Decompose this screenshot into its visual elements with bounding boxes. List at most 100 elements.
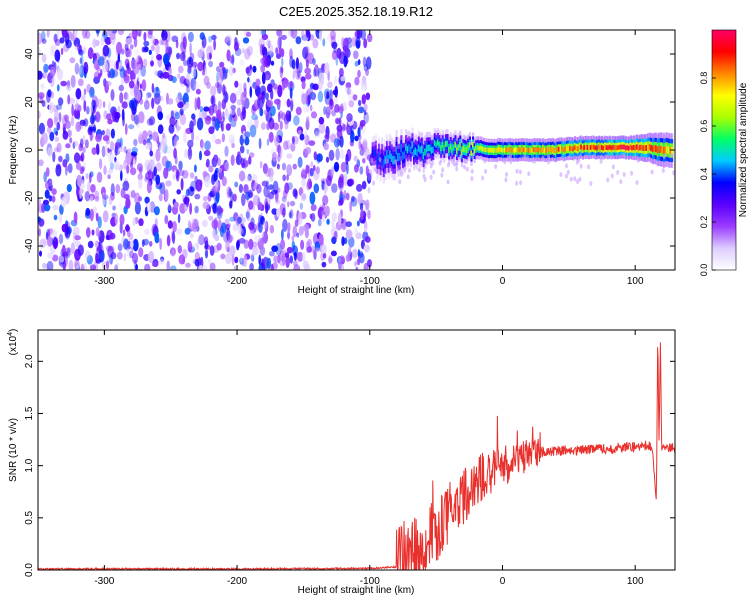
band-scatter-cell xyxy=(375,168,379,174)
band-cell xyxy=(438,141,441,148)
noise-cell xyxy=(83,118,89,127)
noise-cell xyxy=(73,152,81,164)
noise-cell xyxy=(47,235,53,247)
band-cell xyxy=(661,146,664,154)
band-scatter-cell xyxy=(579,163,583,169)
noise-cell xyxy=(323,142,329,151)
noise-cell xyxy=(318,116,325,125)
noise-cell xyxy=(321,261,327,268)
noise-cell xyxy=(114,156,117,163)
noise-cell xyxy=(152,131,159,142)
noise-cell xyxy=(305,30,310,38)
noise-cell xyxy=(194,258,200,267)
noise-cell xyxy=(354,261,357,267)
band-cell xyxy=(479,145,483,151)
noise-cell xyxy=(285,110,291,122)
noise-cell xyxy=(300,239,305,250)
colorbar-gradient xyxy=(712,30,736,270)
noise-cell xyxy=(179,52,186,62)
band-cell xyxy=(594,145,597,151)
noise-cell xyxy=(68,97,76,105)
noise-cell xyxy=(223,110,230,119)
noise-cell xyxy=(159,182,166,195)
noise-cell xyxy=(266,138,270,146)
noise-cell xyxy=(338,193,345,200)
noise-cell xyxy=(235,154,242,166)
noise-cell xyxy=(47,118,54,129)
noise-cell xyxy=(62,114,68,127)
noise-cell xyxy=(185,101,190,108)
noise-cell xyxy=(73,30,78,38)
noise-cell xyxy=(234,41,239,52)
noise-cell xyxy=(208,60,214,68)
noise-cell xyxy=(292,188,298,198)
noise-cell xyxy=(266,122,270,131)
noise-cell xyxy=(165,39,169,52)
noise-cell xyxy=(243,184,249,194)
noise-cell xyxy=(365,92,371,101)
noise-cell xyxy=(114,145,118,156)
noise-cell xyxy=(312,38,319,49)
x-tick-label: -300 xyxy=(94,276,114,287)
noise-cell xyxy=(317,90,324,103)
noise-cell xyxy=(139,83,143,90)
noise-cell xyxy=(266,39,272,47)
noise-cell xyxy=(296,232,300,238)
band-scatter-cell xyxy=(408,168,411,173)
noise-cell xyxy=(202,196,208,202)
noise-cell xyxy=(173,201,179,209)
band-cell xyxy=(597,144,600,150)
noise-cell xyxy=(38,159,44,167)
band-cell xyxy=(556,147,559,152)
noise-cell xyxy=(261,180,268,187)
noise-cell xyxy=(164,214,169,225)
noise-cell xyxy=(148,240,153,247)
band-cell xyxy=(529,147,532,153)
noise-cell xyxy=(295,57,299,70)
noise-cell xyxy=(289,55,294,68)
noise-cell xyxy=(303,224,310,232)
noise-cell xyxy=(254,116,259,129)
band-scatter-cell xyxy=(566,169,570,175)
noise-cell xyxy=(191,66,197,79)
noise-cell xyxy=(214,180,221,193)
noise-cell xyxy=(352,248,358,259)
band-scatter-cell xyxy=(670,152,674,158)
noise-cell xyxy=(363,112,369,124)
band-cell xyxy=(457,144,460,151)
noise-cell xyxy=(311,245,315,253)
band-scatter-cell xyxy=(370,157,374,163)
noise-cell xyxy=(52,151,56,163)
band-scatter-cell xyxy=(526,155,530,161)
heatmap-signal-band xyxy=(370,127,675,186)
noise-cell xyxy=(189,120,194,133)
band-scatter-cell xyxy=(587,164,591,170)
noise-cell xyxy=(326,175,332,187)
noise-cell xyxy=(129,44,134,50)
colorbar-tick-label: 0.8 xyxy=(699,72,709,85)
noise-cell xyxy=(187,147,193,160)
noise-cell xyxy=(70,49,73,56)
noise-cell xyxy=(227,40,231,47)
noise-cell xyxy=(236,240,240,251)
noise-cell xyxy=(199,32,205,40)
noise-cell xyxy=(256,222,260,231)
noise-cell xyxy=(251,113,258,121)
noise-cell xyxy=(313,183,320,194)
noise-cell xyxy=(81,166,86,172)
band-scatter-cell xyxy=(527,171,531,177)
noise-cell xyxy=(358,139,362,150)
band-cell xyxy=(591,144,594,150)
noise-cell xyxy=(116,41,123,54)
noise-cell xyxy=(175,169,180,182)
noise-cell xyxy=(138,178,143,190)
noise-cell xyxy=(143,58,148,68)
band-cell xyxy=(505,147,508,153)
x-tick-label: 0 xyxy=(500,276,506,287)
noise-cell xyxy=(339,148,345,160)
band-scatter-cell xyxy=(494,164,498,170)
noise-cell xyxy=(242,37,250,44)
band-cell xyxy=(403,151,406,159)
snr-y-scale-close: ) xyxy=(8,329,19,332)
noise-cell xyxy=(84,250,91,261)
